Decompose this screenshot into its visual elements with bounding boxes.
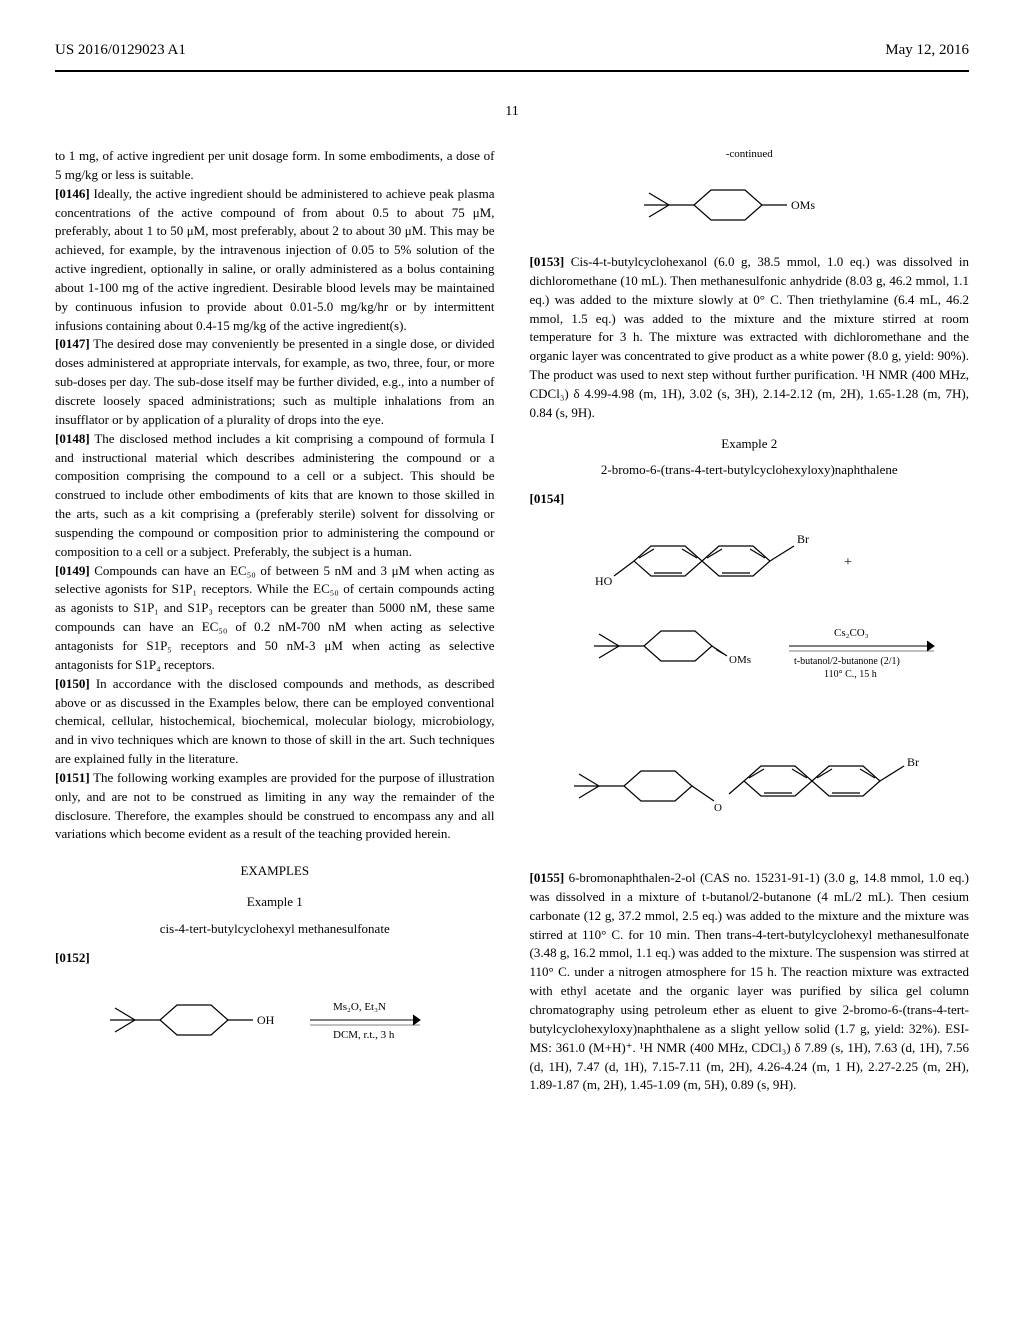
publication-date: May 12, 2016 (885, 40, 969, 62)
reagent-solvent: t-butanol/2-butanone (2/1) (794, 656, 900, 667)
para-0152: [0152] (55, 949, 495, 968)
oh-label: OH (257, 1013, 275, 1027)
para-text: The following working examples are provi… (55, 770, 495, 842)
example-2-heading: Example 2 (530, 435, 970, 454)
oms-label: OMs (791, 198, 815, 212)
page-header: US 2016/0129023 A1 May 12, 2016 (55, 40, 969, 62)
reaction-scheme-2: Br HO + OMs (530, 521, 970, 851)
reagent-conditions: 110° C., 15 h (824, 669, 877, 680)
para-0148: [0148] The disclosed method includes a k… (55, 430, 495, 562)
ho-label: HO (595, 574, 613, 588)
product-br-label: Br (907, 755, 919, 769)
reagents-bottom: DCM, r.t., 3 h (333, 1029, 395, 1041)
example-1-compound: cis-4-tert-butylcyclohexyl methanesulfon… (55, 920, 495, 939)
examples-heading: EXAMPLES (55, 862, 495, 881)
para-0149: [0149] Compounds can have an EC₅₀ of bet… (55, 562, 495, 675)
para-text: The desired dose may conveniently be pre… (55, 336, 495, 426)
para-0147: [0147] The desired dose may conveniently… (55, 335, 495, 429)
para-num: [0146] (55, 186, 90, 201)
para-num: [0152] (55, 950, 90, 965)
para-0155: [0155] 6-bromonaphthalen-2-ol (CAS no. 1… (530, 869, 970, 1095)
example-1-heading: Example 1 (55, 893, 495, 912)
reagent-cs2co3: Cs₂CO₃ (834, 627, 869, 639)
para-text: Compounds can have an EC₅₀ of between 5 … (55, 563, 495, 672)
para-num: [0154] (530, 491, 565, 506)
para-text: Cis-4-t-butylcyclohexanol (6.0 g, 38.5 m… (530, 254, 970, 420)
reaction-scheme-1: OH Ms₂O, Et₃N DCM, r.t., 3 h (55, 980, 495, 1055)
para-num: [0151] (55, 770, 90, 785)
content-columns: to 1 mg, of active ingredient per unit d… (55, 147, 969, 1095)
br-label: Br (797, 532, 809, 546)
para-0150: [0150] In accordance with the disclosed … (55, 675, 495, 769)
para-num: [0149] (55, 563, 90, 578)
para-text: The disclosed method includes a kit comp… (55, 431, 495, 559)
para-0151: [0151] The following working examples ar… (55, 769, 495, 844)
para-num: [0148] (55, 431, 90, 446)
para-0153: [0153] Cis-4-t-butylcyclohexanol (6.0 g,… (530, 253, 970, 423)
chemical-structure-svg: OMs (619, 175, 879, 235)
para-0154: [0154] (530, 490, 970, 509)
para-num: [0153] (530, 254, 565, 269)
para-num: [0147] (55, 336, 90, 351)
para-0146: [0146] Ideally, the active ingredient sh… (55, 185, 495, 336)
oms-label-2: OMs (729, 654, 751, 666)
chemical-structure-svg: OH Ms₂O, Et₃N DCM, r.t., 3 h (85, 980, 465, 1055)
para-text: Ideally, the active ingredient should be… (55, 186, 495, 333)
product-structure-1: OMs (530, 175, 970, 235)
para-num: [0155] (530, 870, 565, 885)
product-o-label: O (714, 802, 722, 814)
para-continued: to 1 mg, of active ingredient per unit d… (55, 147, 495, 185)
page-number: 11 (55, 102, 969, 122)
plus-sign: + (844, 555, 852, 570)
para-num: [0150] (55, 676, 90, 691)
para-text: In accordance with the disclosed compoun… (55, 676, 495, 766)
para-text: 6-bromonaphthalen-2-ol (CAS no. 15231-91… (530, 870, 970, 1092)
reagents-top: Ms₂O, Et₃N (333, 1001, 386, 1013)
header-rule (55, 70, 969, 72)
chemical-structure-svg: Br HO + OMs (539, 521, 959, 851)
right-column: -continued OMs [0153] Cis-4-t-butylcyclo… (530, 147, 970, 1095)
left-column: to 1 mg, of active ingredient per unit d… (55, 147, 495, 1095)
example-2-compound: 2-bromo-6-(trans-4-tert-butylcyclohexylo… (530, 461, 970, 480)
continued-label: -continued (530, 147, 970, 163)
publication-number: US 2016/0129023 A1 (55, 40, 186, 62)
